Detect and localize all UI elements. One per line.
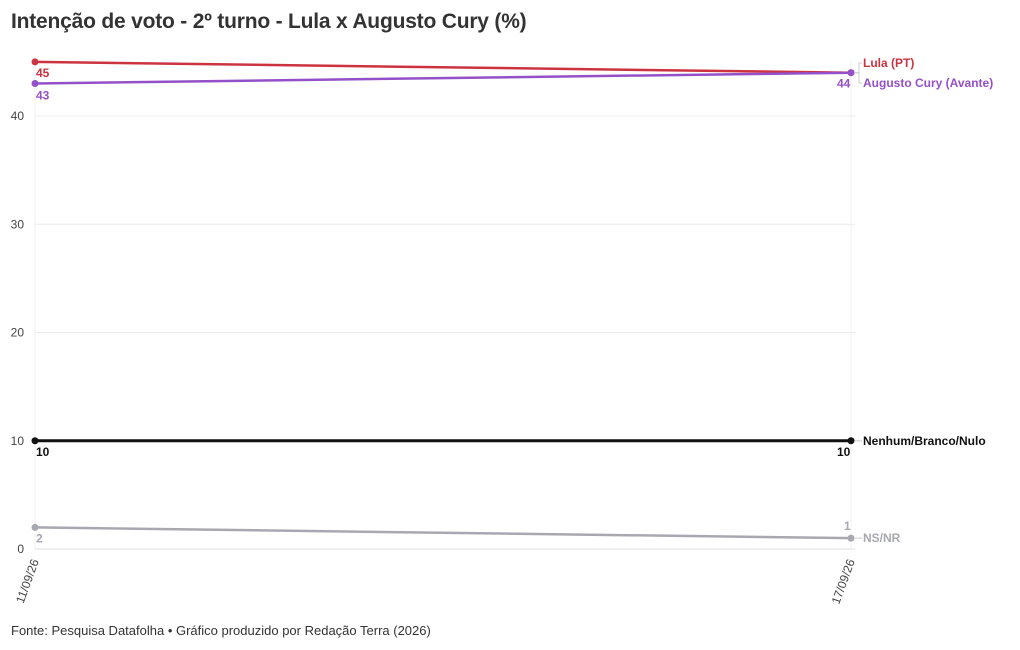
data-label-2-1: 10 <box>837 445 851 459</box>
data-point-1-0 <box>31 80 39 88</box>
series-line-3 <box>34 526 852 540</box>
data-point-1-1 <box>847 69 855 77</box>
data-label-1-1: 44 <box>837 77 851 91</box>
data-point-2-1 <box>847 437 855 445</box>
data-label-0-0: 45 <box>36 66 50 80</box>
series-label-1: Augusto Cury (Avante) <box>863 76 993 90</box>
series-line-1 <box>34 71 852 85</box>
x-tick-label-0: 11/09/26 <box>13 557 42 605</box>
data-label-2-0: 10 <box>36 445 50 459</box>
data-label-3-0: 2 <box>36 531 43 545</box>
series-0: 45 Lula (PT) <box>31 56 914 80</box>
data-point-0-0 <box>31 58 39 66</box>
label-connector-0 <box>855 62 862 74</box>
series-2: 10 10 Nenhum/Branco/Nulo <box>31 434 986 459</box>
y-tick-label-30: 30 <box>11 217 25 231</box>
x-axis: 11/09/26 17/09/26 <box>13 557 858 606</box>
x-tick-label-1: 17/09/26 <box>829 557 858 606</box>
y-tick-label-0: 0 <box>17 542 24 556</box>
series-1: 43 44 Augusto Cury (Avante) <box>31 69 993 103</box>
data-point-3-0 <box>31 523 39 531</box>
series-label-3: NS/NR <box>863 531 901 545</box>
grid-lines <box>34 60 855 550</box>
data-label-1-0: 43 <box>36 89 50 103</box>
y-tick-label-20: 20 <box>11 326 25 340</box>
data-point-3-1 <box>847 534 855 542</box>
y-axis: 0 10 20 30 40 <box>11 109 25 556</box>
y-tick-label-40: 40 <box>11 109 25 123</box>
chart-title: Intenção de voto - 2º turno - Lula x Aug… <box>11 10 527 33</box>
y-tick-label-10: 10 <box>11 434 25 448</box>
series-label-2: Nenhum/Branco/Nulo <box>863 434 986 448</box>
data-point-2-0 <box>31 437 39 445</box>
source-footer: Fonte: Pesquisa Datafolha • Gráfico prod… <box>11 623 431 638</box>
series-label-0: Lula (PT) <box>863 56 914 70</box>
series-line-0 <box>34 60 852 74</box>
series-3: 2 1 NS/NR <box>31 519 901 545</box>
data-label-3-1: 1 <box>844 519 851 533</box>
label-connector-1 <box>855 72 862 84</box>
